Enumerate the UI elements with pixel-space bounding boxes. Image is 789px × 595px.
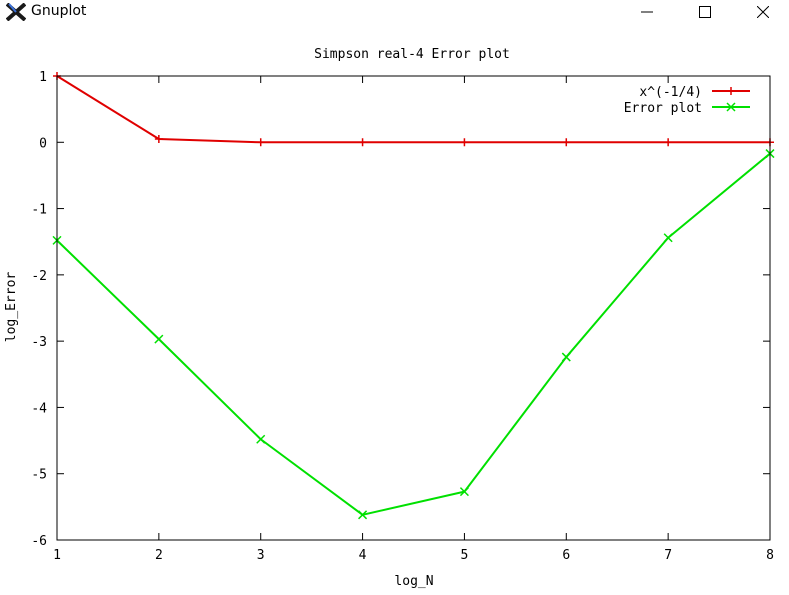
y-tick-label: 1 <box>39 70 47 85</box>
y-tick-label: -2 <box>31 269 47 284</box>
x-tick-label: 8 <box>766 548 774 563</box>
y-tick-label: -6 <box>31 534 47 549</box>
minimize-icon <box>641 11 653 13</box>
x-tick-label: 5 <box>461 548 469 563</box>
x-axis-label: log_N <box>394 574 433 589</box>
y-tick-label: -5 <box>31 468 47 483</box>
data-point <box>358 510 368 520</box>
chart-title: Simpson real-4 Error plot <box>314 47 510 62</box>
data-point <box>459 487 469 497</box>
legend-label: x^(-1/4) <box>639 85 702 100</box>
x-tick-label: 2 <box>155 548 163 563</box>
data-point <box>561 352 571 362</box>
data-point <box>256 138 265 147</box>
maximize-icon <box>699 6 711 18</box>
data-point <box>663 233 673 243</box>
x-tick-label: 1 <box>53 548 61 563</box>
chart: Simpson real-4 Error plot log_N log_Erro… <box>4 47 775 589</box>
x-tick-label: 3 <box>257 548 265 563</box>
y-tick-label: -1 <box>31 203 47 218</box>
data-point <box>460 138 469 147</box>
title-bar: Gnuplot <box>0 0 789 24</box>
gnuplot-logo-icon <box>6 3 26 21</box>
minimize-button[interactable] <box>624 0 670 24</box>
y-tick-label: 0 <box>39 136 47 151</box>
data-point <box>154 334 164 344</box>
legend-marker <box>727 87 735 95</box>
x-tick-label: 7 <box>664 548 672 563</box>
series-line <box>56 152 771 516</box>
data-point <box>256 434 266 444</box>
legend: x^(-1/4)Error plot <box>624 85 750 116</box>
axis-ticks: 1 2 3 4 5 6 7 8 1 0 -1 -2 -3 -4 -5 -6 <box>31 70 774 563</box>
x-tick-label: 6 <box>562 548 570 563</box>
series-line <box>56 75 770 144</box>
window-title: Gnuplot <box>31 3 87 19</box>
series-2 <box>52 149 775 520</box>
y-axis-label: log_Error <box>4 272 19 343</box>
maximize-button[interactable] <box>682 0 728 24</box>
data-point <box>154 134 163 143</box>
data-point <box>664 138 673 147</box>
legend-marker <box>726 102 736 112</box>
close-button[interactable] <box>740 0 786 24</box>
data-point <box>358 138 367 147</box>
y-tick-label: -3 <box>31 335 47 350</box>
legend-label: Error plot <box>624 101 702 116</box>
x-tick-label: 4 <box>359 548 367 563</box>
plot-frame <box>56 75 771 541</box>
series-layer <box>52 72 775 520</box>
close-icon <box>757 6 769 18</box>
y-tick-label: -4 <box>31 401 47 416</box>
data-point <box>562 138 571 147</box>
